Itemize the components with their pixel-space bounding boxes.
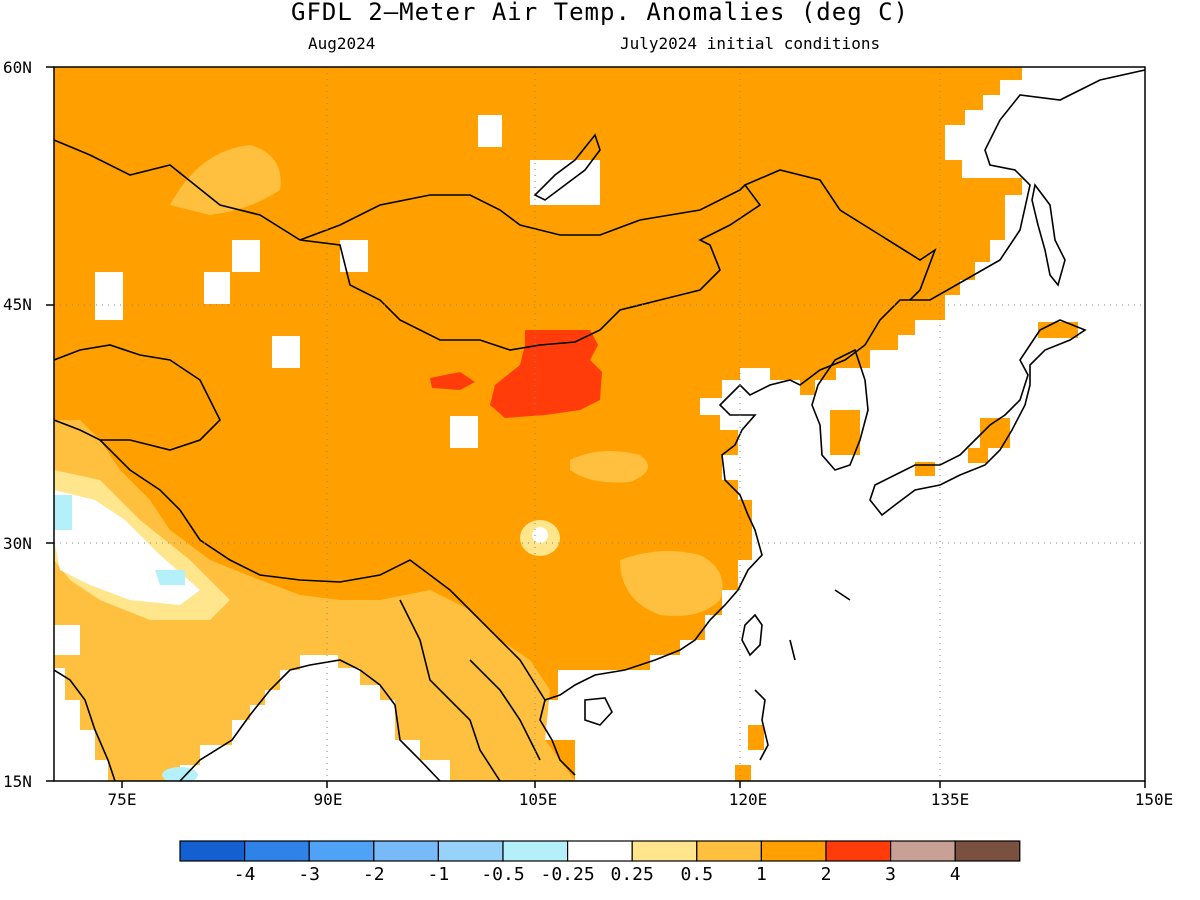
colorbar <box>179 840 1021 862</box>
colorbar-label: -0.5 <box>481 864 525 885</box>
anomaly-region-weak-northwest <box>170 145 281 215</box>
colorbar-swatch <box>502 840 569 862</box>
colorbar-swatch <box>566 840 633 862</box>
colorbar-swatch <box>437 840 504 862</box>
colorbar-label: -2 <box>362 864 385 885</box>
border-indochina <box>399 599 541 781</box>
colorbar-label: 3 <box>885 864 897 885</box>
anomaly-region-weak-south <box>54 420 575 781</box>
coastline-india <box>54 659 441 781</box>
map-frame <box>53 66 1146 782</box>
chart-title: GFDL 2—Meter Air Temp. Anomalies (deg C) <box>291 0 909 26</box>
lon-label-75e: 75E <box>107 790 137 809</box>
data-gap-balkhash <box>95 272 123 320</box>
anomaly-patch-korea <box>830 410 860 455</box>
valid-month: Aug2024 <box>308 34 376 53</box>
lon-label-120e: 120E <box>728 790 768 809</box>
colorbar-swatch <box>954 840 1021 862</box>
lon-label-150e: 150E <box>1134 790 1174 809</box>
anomaly-region-cool-patch <box>155 570 185 585</box>
lat-label-60n: 60N <box>3 58 32 77</box>
anomaly-patch-luzon-south <box>735 765 751 781</box>
colorbar-swatch <box>244 840 310 862</box>
data-gap-gujarat <box>54 625 80 655</box>
grid-lines <box>54 67 1145 781</box>
colorbar-swatch <box>373 840 439 862</box>
colorbar-label: 1 <box>755 864 767 885</box>
anomaly-region-weak-central <box>620 551 723 616</box>
lon-label-105e: 105E <box>518 790 558 809</box>
colorbar-label: 0.25 <box>610 864 654 885</box>
anomaly-patch-kyushu <box>915 462 935 476</box>
coastline-korea <box>811 348 869 471</box>
border-himalaya <box>99 439 546 701</box>
colorbar-label: -1 <box>427 864 450 885</box>
colorbar-swatch <box>889 840 956 862</box>
data-gap-lake-3 <box>232 240 260 272</box>
colorbar-swatch <box>308 840 375 862</box>
coastline-east-asia <box>539 69 1145 776</box>
axis-ticks <box>46 66 1146 788</box>
coastline-japan <box>869 319 1087 517</box>
border-china-mongolia <box>299 169 937 351</box>
border-central-asia <box>54 344 221 451</box>
coastline-philippines <box>754 589 851 761</box>
colorbar-label: 2 <box>820 864 832 885</box>
colorbar-label: -3 <box>298 864 321 885</box>
anomaly-patch-luzon <box>748 725 764 750</box>
lat-label-15n: 15N <box>3 772 32 791</box>
colorbar-swatch <box>696 840 762 862</box>
lat-label-30n: 30N <box>3 534 32 553</box>
colorbar-swatch <box>825 840 892 862</box>
anomaly-hotspot-mongolia <box>490 330 602 418</box>
coastline-hainan <box>584 697 613 726</box>
coastline-baikal <box>533 133 601 201</box>
anomaly-region-sichuan-core <box>532 527 548 543</box>
lon-label-90e: 90E <box>313 790 343 809</box>
data-gap-lake-1 <box>478 115 502 147</box>
data-gap-lake-2 <box>340 240 368 272</box>
colorbar-label: -0.25 <box>540 864 595 885</box>
anomaly-patch-honshu-south <box>968 448 988 463</box>
anomaly-field <box>54 67 1145 781</box>
colorbar-label: -4 <box>233 864 256 885</box>
anomaly-region-weak-east <box>570 451 648 483</box>
border-russia-mongolia <box>299 184 746 241</box>
coastline-sakhalin <box>1031 183 1066 287</box>
lat-label-45n: 45N <box>3 295 32 314</box>
colorbar-swatch <box>179 840 246 862</box>
lon-label-135e: 135E <box>930 790 970 809</box>
colorbar-swatch <box>631 840 698 862</box>
colorbar-label: 0.5 <box>680 864 714 885</box>
data-gap-issyk <box>272 336 300 368</box>
anomaly-region-cool-west <box>54 495 72 530</box>
data-gap-lake-4 <box>204 272 230 304</box>
coastlines <box>54 69 1145 781</box>
coastline-taiwan <box>741 613 763 657</box>
initial-conditions: July2024 initial conditions <box>620 34 881 53</box>
colorbar-swatch <box>760 840 827 862</box>
border-kazakh-russia <box>54 139 301 241</box>
data-gap-qinghai <box>450 416 478 448</box>
anomaly-hotspot-small <box>430 372 475 390</box>
colorbar-label: 4 <box>949 864 961 885</box>
